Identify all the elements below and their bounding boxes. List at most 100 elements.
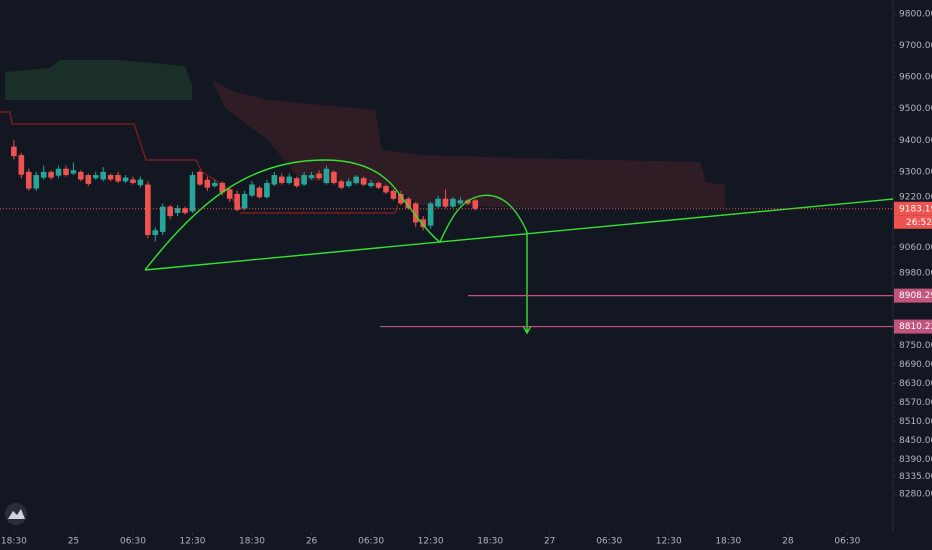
candle-body xyxy=(398,194,404,204)
conversion-line xyxy=(240,204,399,214)
candle-body xyxy=(390,190,397,199)
y-tick-label: 9400.00 xyxy=(899,136,932,146)
candle-body xyxy=(70,170,77,174)
y-tick-label: 8630.00 xyxy=(899,379,932,389)
candle-body xyxy=(55,168,62,176)
candle-body xyxy=(353,176,360,183)
candle-body xyxy=(145,184,151,236)
candle-body xyxy=(316,173,322,179)
countdown-box xyxy=(894,215,932,229)
candle-body xyxy=(412,203,419,223)
y-tick-label: 8570.00 xyxy=(899,398,932,408)
candle-body xyxy=(345,181,352,187)
candle-body xyxy=(420,219,426,228)
x-tick-label: 12:30 xyxy=(418,537,444,547)
candle-body xyxy=(100,171,106,180)
candle-body xyxy=(472,200,479,209)
y-tick-label: 9700.00 xyxy=(899,41,932,51)
trend-line xyxy=(144,198,894,271)
candle-body xyxy=(293,178,300,187)
y-tick-label: 8980.00 xyxy=(899,268,932,278)
level-label: 8908.29 xyxy=(899,291,932,301)
x-tick-label: 18:30 xyxy=(477,537,503,547)
countdown-label: 26:52 xyxy=(906,218,932,228)
candle-body xyxy=(18,155,25,175)
level-label: 8810.22 xyxy=(899,322,932,332)
arrow-head xyxy=(522,325,532,335)
candle-body xyxy=(33,175,40,189)
candle-body xyxy=(197,171,203,185)
y-tick-label: 9600.00 xyxy=(899,73,932,83)
candle-body xyxy=(234,194,240,210)
x-tick-label: 06:30 xyxy=(358,537,384,547)
candle-body xyxy=(226,189,233,199)
candle-body xyxy=(308,175,315,179)
candle-body xyxy=(159,206,166,232)
candle-body xyxy=(301,175,307,185)
candle-body xyxy=(450,198,456,207)
y-tick-label: 9500.00 xyxy=(899,104,932,114)
x-tick-label: 12:30 xyxy=(180,537,206,547)
y-tick-label: 8335.00 xyxy=(899,472,932,482)
x-tick-label: 12:30 xyxy=(656,537,682,547)
x-tick-label: 18:30 xyxy=(715,537,741,547)
x-tick-label: 06:30 xyxy=(120,537,146,547)
y-tick-label: 9220.00 xyxy=(899,193,932,203)
candle-body xyxy=(25,171,32,189)
candle-body xyxy=(457,200,464,204)
candle-body xyxy=(174,208,181,213)
x-tick-label: 18:30 xyxy=(239,537,265,547)
candle-body xyxy=(63,168,69,176)
candle-body xyxy=(167,206,173,217)
candle-body xyxy=(375,182,382,188)
candle-body xyxy=(368,182,374,187)
y-tick-label: 8450.00 xyxy=(899,436,932,446)
level-box xyxy=(894,319,932,334)
candle-body xyxy=(115,175,121,182)
drawings xyxy=(144,159,894,335)
y-tick-label: 8390.00 xyxy=(899,455,932,465)
x-tick-label: 26 xyxy=(306,537,318,547)
candle-body xyxy=(256,187,263,198)
x-tick-label: 06:30 xyxy=(834,537,860,547)
candle-body xyxy=(92,175,99,179)
candle-body xyxy=(189,175,196,212)
candle-body xyxy=(360,178,367,185)
x-tick-label: 25 xyxy=(68,537,79,547)
candle-body xyxy=(204,179,211,188)
x-tick-label: 18:30 xyxy=(1,537,27,547)
candle-body xyxy=(219,182,226,193)
candle-body xyxy=(78,171,84,180)
candle-body xyxy=(405,198,412,209)
candle-body xyxy=(278,176,285,183)
candle-body xyxy=(427,203,434,226)
candle-body xyxy=(435,198,441,207)
candle-body xyxy=(40,171,47,178)
candle-body xyxy=(11,146,17,157)
cup-arc xyxy=(144,159,401,271)
candle-body xyxy=(249,184,255,196)
ichimoku-cloud xyxy=(5,60,725,208)
last-price-label: 9183.19 xyxy=(899,204,932,214)
candle-body xyxy=(212,182,218,187)
x-tick-label: 28 xyxy=(782,537,794,547)
candle-body xyxy=(107,175,114,180)
candle-body xyxy=(338,181,345,188)
candle-body xyxy=(264,182,270,198)
handle-arc xyxy=(399,194,528,244)
y-tick-label: 8690.00 xyxy=(899,360,932,370)
plot-area xyxy=(11,140,479,242)
candle-body xyxy=(182,208,188,213)
candle-body xyxy=(85,175,92,184)
level-box xyxy=(894,288,932,303)
y-tick-label: 9060.00 xyxy=(899,243,932,253)
base-line xyxy=(0,111,246,211)
y-tick-label: 9800.00 xyxy=(899,10,932,20)
y-tick-label: 8510.00 xyxy=(899,417,932,427)
y-tick-label: 8280.00 xyxy=(899,490,932,500)
candle-body xyxy=(442,198,449,207)
candle-body xyxy=(383,186,389,193)
candle-body xyxy=(331,171,337,183)
candle-body xyxy=(323,168,330,183)
